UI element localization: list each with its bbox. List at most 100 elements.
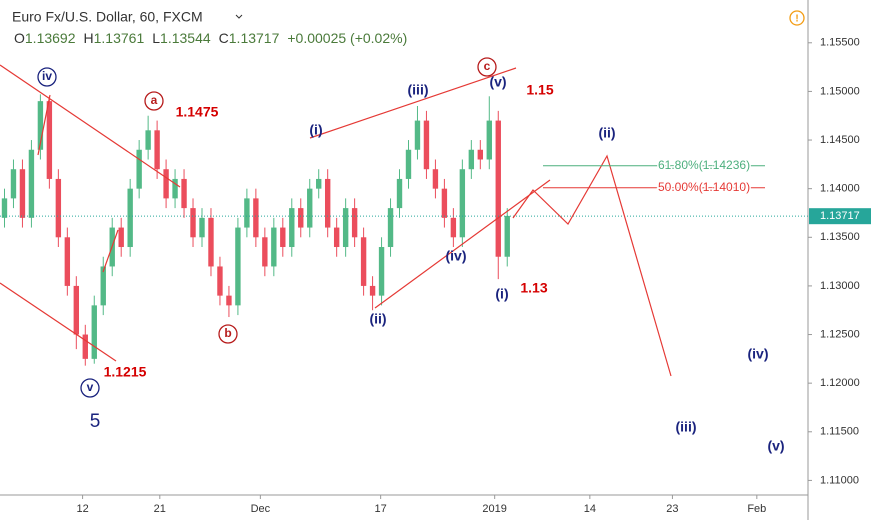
annotation: (iii) <box>408 82 429 98</box>
candle-body <box>181 178 187 209</box>
trend-line <box>374 179 551 309</box>
y-tick-label: 1.11500 <box>820 426 859 438</box>
y-tick-label: 1.13500 <box>820 231 860 243</box>
candle-body <box>360 237 367 286</box>
candle-body <box>369 285 376 296</box>
candle-body <box>82 334 88 359</box>
x-tick-label: Feb <box>747 503 766 515</box>
candle-body <box>342 208 349 248</box>
ohlc-label: O <box>14 30 25 46</box>
y-tick-label: 1.15000 <box>820 85 860 97</box>
wave-circle <box>144 91 164 111</box>
candle-body <box>163 169 169 199</box>
candle-body <box>387 208 394 248</box>
annotation: (ii) <box>598 125 615 141</box>
wave-label-circled: c <box>484 59 491 73</box>
candle-body <box>91 305 97 359</box>
candle-body <box>136 149 142 189</box>
candle-body <box>199 217 205 238</box>
last-price-box <box>809 208 871 225</box>
wave-label-circled: iv <box>42 69 52 83</box>
projection-path <box>512 154 672 377</box>
candle-body <box>289 208 295 248</box>
candle-body <box>396 178 403 209</box>
candle-body <box>450 217 457 238</box>
x-tick-label: 21 <box>154 503 166 515</box>
chevron[interactable] <box>235 14 243 19</box>
wave-circle <box>37 67 57 87</box>
x-tick-label: 23 <box>666 503 678 515</box>
candle-body <box>280 227 286 248</box>
trend-line <box>37 94 51 156</box>
candle-body <box>459 169 466 238</box>
candle-body <box>244 198 250 228</box>
candle-body <box>405 149 412 179</box>
annotation: (iv) <box>748 346 769 362</box>
ohlc-label: C <box>219 30 229 46</box>
candle-body <box>504 215 510 257</box>
candle-body <box>351 208 358 238</box>
alert-icon-mark: ! <box>795 14 798 25</box>
candle-body <box>423 120 430 170</box>
overlay: 61.80%(1.14236) 50.00%(1.14010) iv v 5 1.1215… <box>37 57 785 454</box>
wave-circle <box>477 57 497 77</box>
trend-line <box>102 229 119 273</box>
trend-line <box>309 67 517 139</box>
candle-body <box>100 266 106 306</box>
annotation: (i) <box>495 286 508 302</box>
ohlc-value: 1.13717 <box>229 30 280 46</box>
candle-body <box>55 178 62 238</box>
alert-icon[interactable] <box>789 10 805 26</box>
wave-label-circled: v <box>87 380 94 394</box>
candle-body <box>37 101 44 150</box>
candle-body <box>486 120 492 160</box>
candle-body <box>441 188 448 218</box>
x-tick-label: 14 <box>584 503 596 515</box>
candle-body <box>10 169 17 199</box>
annotation: (iii) <box>676 419 697 435</box>
annotation: 1.13 <box>520 280 547 296</box>
candle-body <box>1 198 8 218</box>
ohlc-readout: O1.13692 H1.13761 L1.13544 C1.13717 +0.00025… <box>14 30 407 46</box>
candle-body <box>333 227 340 248</box>
annotation: 1.15 <box>526 82 553 98</box>
trend-line <box>0 64 181 188</box>
candle-body <box>432 169 439 189</box>
x-tick-label: Dec <box>251 503 271 515</box>
candle-body <box>316 178 322 189</box>
y-tick-label: 1.12500 <box>820 328 860 340</box>
x-tick-label: 2019 <box>482 503 506 515</box>
candle-body <box>226 295 232 306</box>
candle-body <box>190 208 196 238</box>
candle-body <box>298 208 304 228</box>
y-tick-label: 1.15500 <box>820 37 860 49</box>
annotation: (v) <box>767 438 784 454</box>
candle-body <box>477 149 484 160</box>
drawings <box>0 64 672 377</box>
candle-body <box>118 227 124 248</box>
annotation: (i) <box>309 122 322 138</box>
candle-body <box>172 178 178 199</box>
wave-circle <box>80 378 100 398</box>
fib-label: 61.80%(1.14236) <box>658 158 750 172</box>
candle-body <box>64 237 71 286</box>
candle-body <box>28 149 35 218</box>
change: +0.00025 (+0.02%) <box>287 30 407 46</box>
candle-body <box>378 247 385 296</box>
annotation: (iv) <box>446 248 467 264</box>
ohlc-value: 1.13544 <box>160 30 211 46</box>
ohlc-label: L <box>152 30 160 46</box>
candle-body <box>217 266 223 296</box>
annotation: 1.1475 <box>176 104 219 120</box>
y-tick-label: 1.11000 <box>820 474 859 486</box>
plot <box>0 94 808 366</box>
candle-body <box>235 227 241 306</box>
annotation: 5 <box>90 411 101 432</box>
y-tick-label: 1.12000 <box>820 377 860 389</box>
annotation: (ii) <box>369 311 386 327</box>
candle-body <box>73 285 80 335</box>
y-tick-label: 1.14000 <box>820 183 860 195</box>
ohlc-value: 1.13761 <box>94 30 145 46</box>
wave-label-circled: a <box>151 93 158 107</box>
wave-label-circled: b <box>224 326 231 340</box>
